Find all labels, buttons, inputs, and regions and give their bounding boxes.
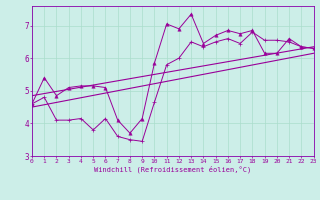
X-axis label: Windchill (Refroidissement éolien,°C): Windchill (Refroidissement éolien,°C) [94, 166, 252, 173]
